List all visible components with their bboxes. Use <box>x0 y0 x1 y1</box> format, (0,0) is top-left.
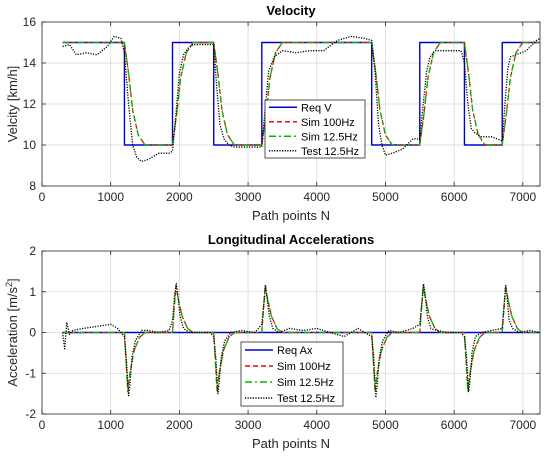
legend: Req V Sim 100Hz Sim 12.5Hz Test 12.5Hz <box>264 99 366 159</box>
legend-label: Sim 12.5Hz <box>301 131 358 143</box>
legend-label: Sim 100Hz <box>277 361 331 373</box>
legend-label: Req Ax <box>277 345 313 357</box>
y-tick-label: 16 <box>23 15 37 29</box>
x-tick-label: 0 <box>39 190 46 204</box>
legend-label: Test 12.5Hz <box>277 393 335 405</box>
x-tick-label: 0 <box>39 418 46 432</box>
legend-label: Sim 100Hz <box>301 117 355 129</box>
x-tick-label: 2000 <box>166 190 193 204</box>
x-tick-label: 3000 <box>235 418 262 432</box>
chart-title: Velocity <box>266 3 316 18</box>
chart-title: Longitudinal Accelerations <box>208 232 374 247</box>
x-axis-label: Path points N <box>252 208 330 223</box>
y-axis-label-text: Acceleration [m/s <box>5 286 20 386</box>
y-tick-label: 8 <box>29 179 36 193</box>
y-axis-label-superscript: 2 <box>4 282 14 287</box>
series-group <box>62 35 540 163</box>
legend-box <box>264 99 366 159</box>
legend-box <box>240 341 344 407</box>
x-tick-label: 3000 <box>235 190 262 204</box>
legend-label: Req V <box>301 102 332 114</box>
y-axis-label-end: ] <box>5 278 20 282</box>
x-tick-label: 6000 <box>441 418 468 432</box>
y-tick-label: -1 <box>25 366 36 380</box>
x-tick-label: 5000 <box>372 190 399 204</box>
series-group <box>61 282 540 399</box>
x-tick-label: 4000 <box>303 418 330 432</box>
y-tick-label: 10 <box>23 138 37 152</box>
legend: Req Ax Sim 100Hz Sim 12.5Hz Test 12.5Hz <box>240 341 344 407</box>
y-axis-label: Velcity [km/h] <box>5 66 20 143</box>
y-tick-label: 1 <box>29 285 36 299</box>
chart-2: 0 1000 2000 3000 4000 5000 6000 7000 -2 -1 0 1 2 Long… <box>4 232 541 451</box>
x-tick-label: 7000 <box>509 418 536 432</box>
legend-label: Sim 12.5Hz <box>277 377 334 389</box>
x-tick-label: 1000 <box>97 418 124 432</box>
series-line-test-12-5hz <box>62 35 540 163</box>
x-tick-label: 4000 <box>303 190 330 204</box>
x-tick-label: 5000 <box>372 418 399 432</box>
x-axis-label: Path points N <box>252 436 330 451</box>
y-tick-label: 14 <box>23 56 37 70</box>
x-tick-label: 1000 <box>97 190 124 204</box>
y-tick-label: 2 <box>29 244 36 258</box>
x-tick-label: 7000 <box>509 190 536 204</box>
series-line-test-12-5hz <box>61 282 540 399</box>
y-tick-label: -2 <box>25 407 36 421</box>
x-tick-label: 2000 <box>166 418 193 432</box>
y-tick-label: 12 <box>23 97 37 111</box>
chart-1: 0 1000 2000 3000 4000 5000 6000 7000 8 10 12 14 16 Ve… <box>5 3 541 223</box>
x-tick-label: 6000 <box>441 190 468 204</box>
series-line-sim-100hz <box>62 284 540 393</box>
y-axis-label: Acceleration [m/s2] <box>4 278 20 386</box>
legend-label: Test 12.5Hz <box>301 146 359 158</box>
y-tick-label: 0 <box>29 326 36 340</box>
y-axis-label-text: Velcity [km/h] <box>5 66 20 143</box>
